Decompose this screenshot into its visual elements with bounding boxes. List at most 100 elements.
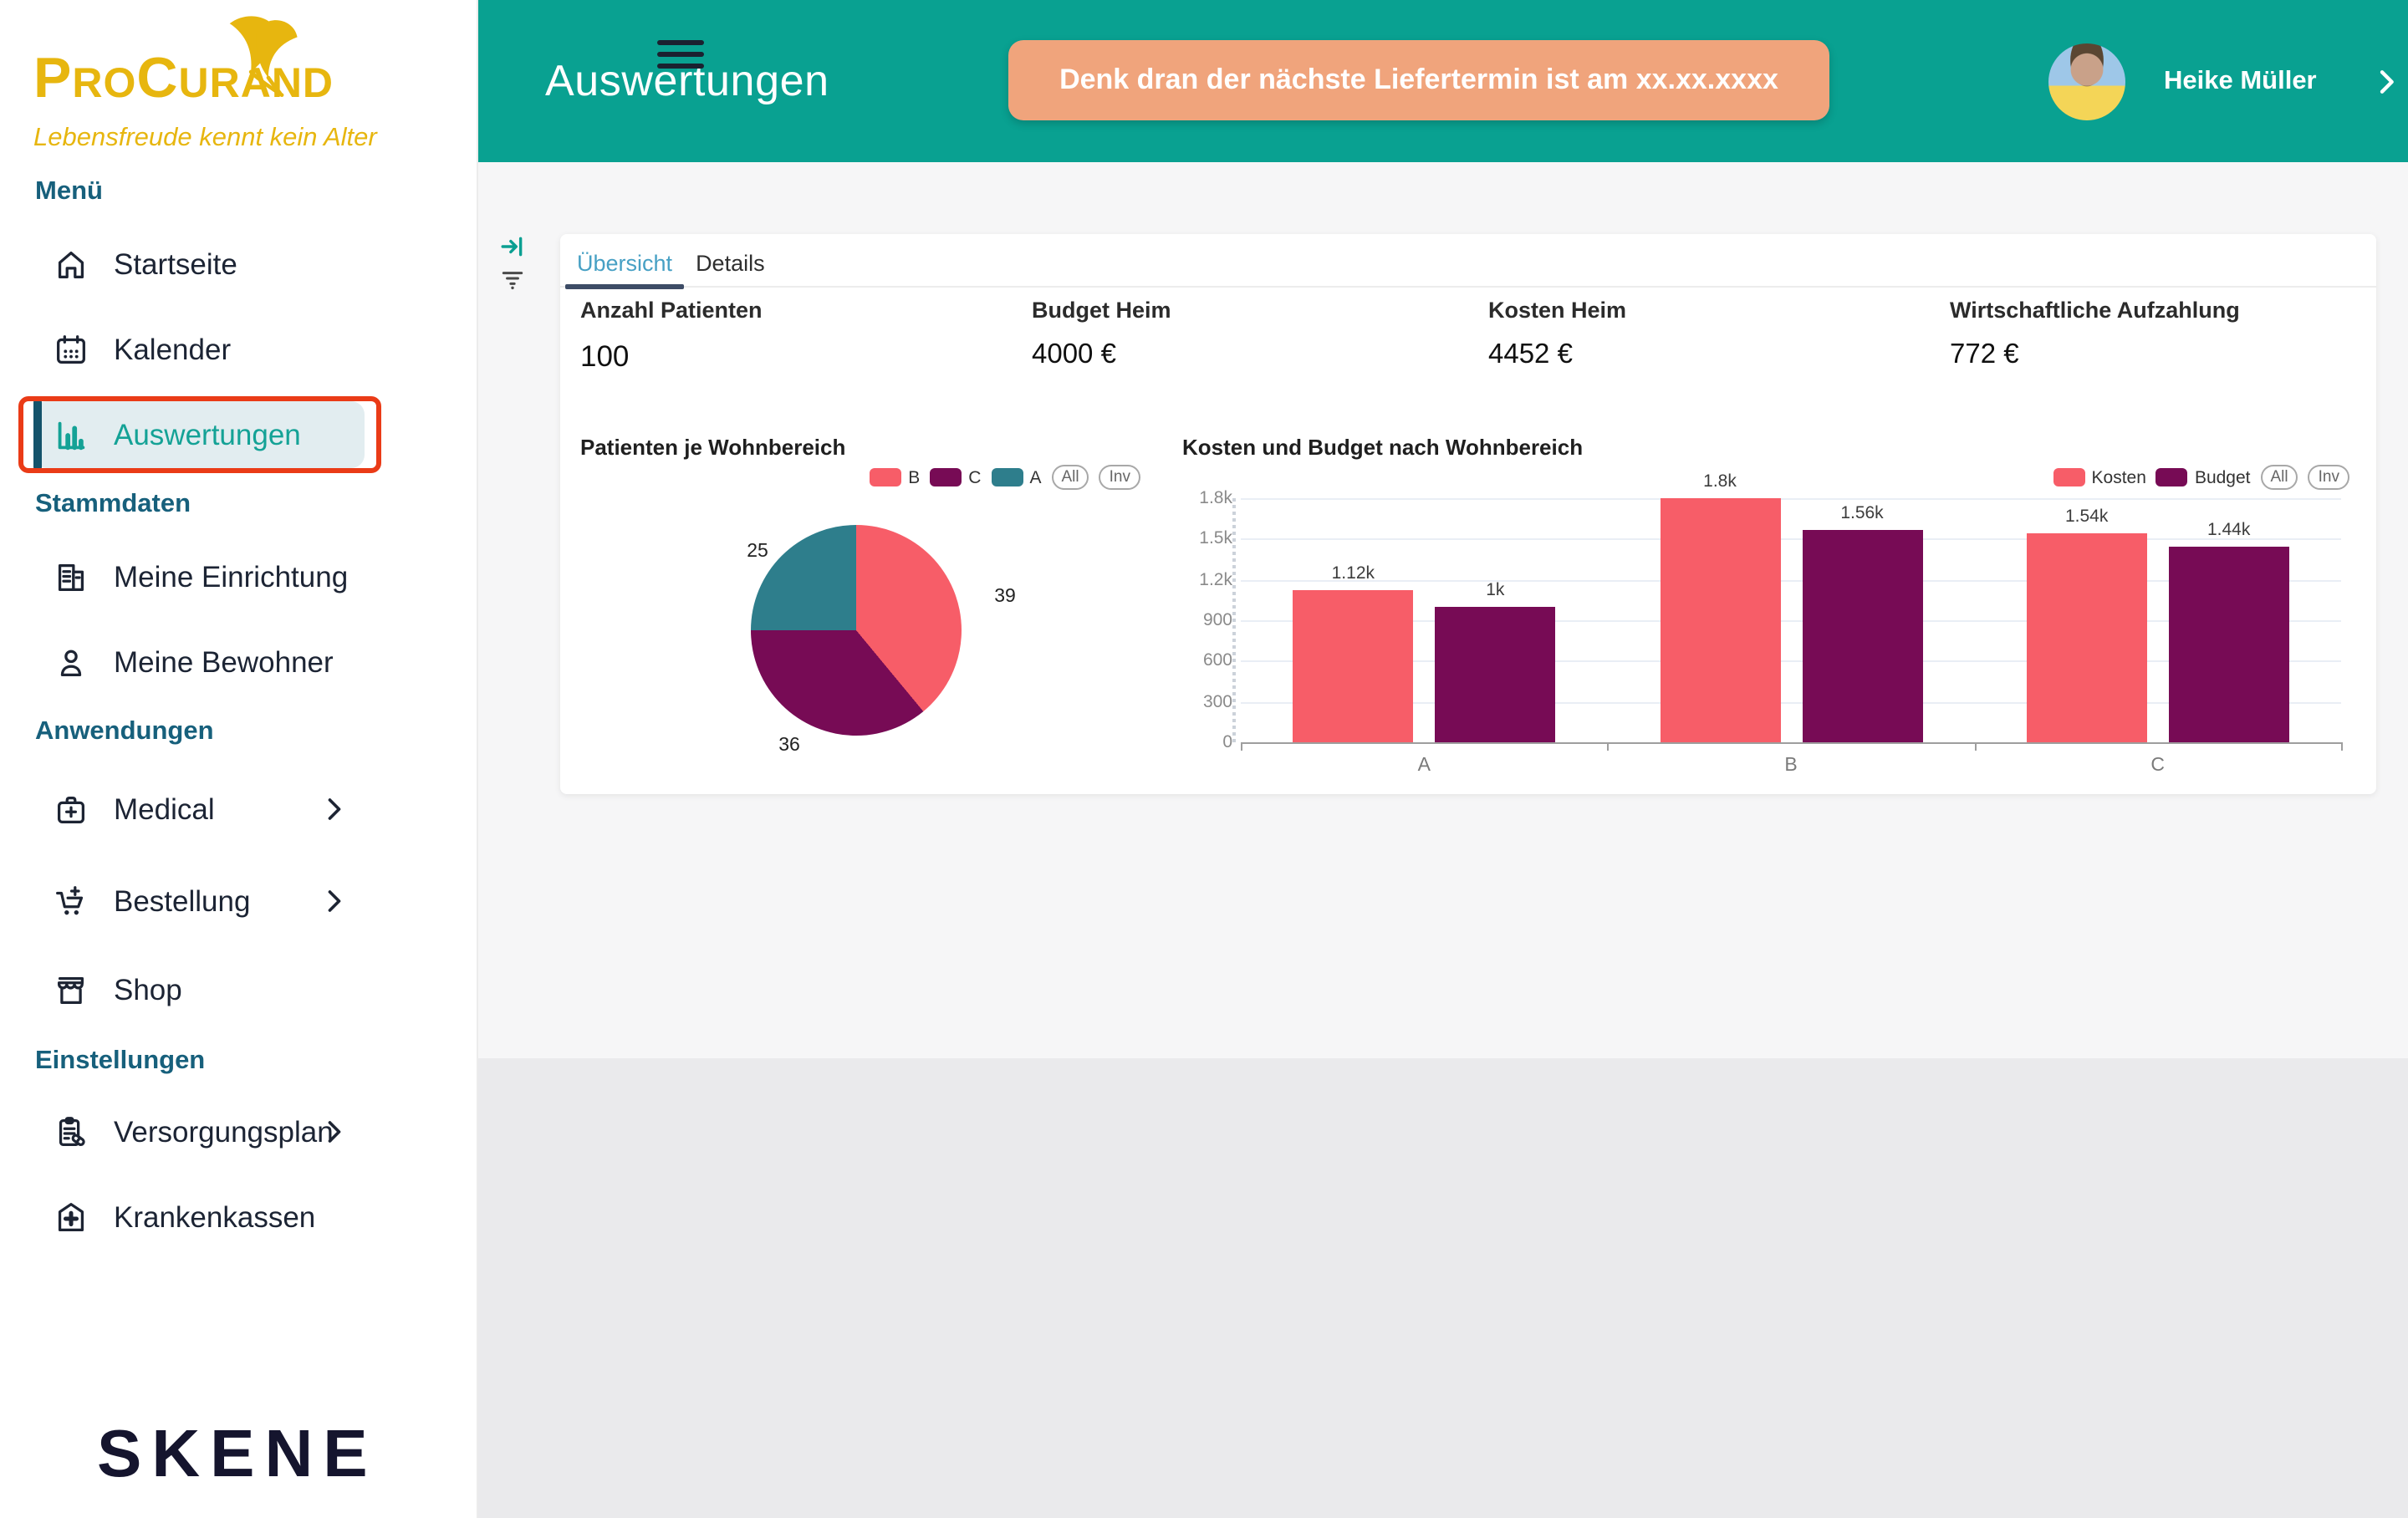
- ginkgo-logo-icon: [229, 16, 298, 97]
- collapse-panel-icon[interactable]: [500, 234, 525, 259]
- bar-value-label: 1.12k: [1331, 563, 1375, 584]
- section-heading-anwendungen: Anwendungen: [35, 717, 214, 746]
- avatar: [2048, 43, 2125, 120]
- legend-label: A: [1029, 467, 1042, 487]
- bar-budget-C: [2168, 547, 2289, 742]
- storefront-icon: [52, 970, 90, 1009]
- y-axis-tick-label: 1.8k: [1199, 488, 1232, 508]
- stat-kosten-heim: Kosten Heim 4452 €: [1488, 298, 1627, 369]
- legend-button-all[interactable]: All: [1051, 465, 1089, 490]
- gridline: [1241, 701, 2341, 704]
- auswertungen-card: Übersicht Details Anzahl Patienten 100 B…: [560, 234, 2376, 794]
- legend-item[interactable]: Budget: [2155, 467, 2251, 487]
- sidebar-item-meine-bewohner[interactable]: Meine Bewohner: [52, 625, 426, 699]
- chevron-right-icon: [2370, 64, 2404, 98]
- x-axis-category-label: C: [2150, 756, 2165, 776]
- sidebar-item-meine-einrichtung[interactable]: Meine Einrichtung: [52, 540, 426, 614]
- legend-item[interactable]: Kosten: [2053, 467, 2146, 487]
- bar-kosten-B: [1660, 498, 1780, 742]
- y-axis-tick-label: 900: [1202, 610, 1232, 630]
- stat-wirtschaftliche-aufzahlung: Wirtschaftliche Aufzahlung 772 €: [1950, 298, 2240, 369]
- x-axis-tick: [1241, 742, 1242, 751]
- legend-label: C: [968, 467, 982, 487]
- x-axis-category-label: A: [1417, 756, 1431, 776]
- legend-button-inv[interactable]: Inv: [2308, 465, 2349, 490]
- stat-budget-heim: Budget Heim 4000 €: [1032, 298, 1171, 369]
- clipboard-pill-icon: [52, 1113, 90, 1151]
- sidebar-item-bestellung[interactable]: Bestellung: [52, 864, 426, 938]
- x-axis-tick: [1607, 742, 1610, 751]
- section-heading-einstellungen: Einstellungen: [35, 1047, 206, 1075]
- sidebar-item-versorgungsplan[interactable]: Versorgungsplan: [52, 1095, 426, 1169]
- gridline: [1241, 498, 2341, 500]
- skene-logo: SKENE: [97, 1418, 378, 1491]
- legend-label: Kosten: [2091, 467, 2146, 487]
- chevron-right-icon: [316, 1113, 353, 1150]
- y-axis-tick-label: 1.2k: [1199, 569, 1232, 590]
- bar-value-label: 1.56k: [1840, 503, 1884, 524]
- hospital-icon: [52, 1198, 90, 1236]
- chevron-right-icon: [316, 883, 353, 919]
- x-axis-tick: [2341, 742, 2343, 751]
- bar-kosten-C: [2026, 533, 2147, 742]
- menu-icon[interactable]: [657, 40, 704, 69]
- bar-chart-plot: 1.12k 1k 1.8k 1.56k 1.54k 1.44k: [1232, 471, 2343, 751]
- y-axis-tick-label: 600: [1202, 650, 1232, 671]
- bar-value-label: 1.54k: [2064, 507, 2109, 527]
- pie-data-label: 36: [778, 736, 800, 756]
- building-icon: [52, 558, 90, 596]
- pie-chart: [751, 525, 962, 736]
- bar-budget-A: [1435, 606, 1556, 742]
- tab-bar: Übersicht Details: [560, 241, 2376, 289]
- section-heading-stammdaten: Stammdaten: [35, 490, 191, 518]
- tab-uebersicht[interactable]: Übersicht: [565, 241, 685, 289]
- legend-label: B: [908, 467, 921, 487]
- bar-budget-B: [1802, 530, 1922, 742]
- user-name: Heike Müller: [2164, 66, 2317, 94]
- legend-item[interactable]: A: [991, 467, 1042, 487]
- pie-legend: B C A All Inv: [870, 465, 1140, 490]
- sidebar-item-auswertungen[interactable]: Auswertungen: [52, 398, 426, 471]
- sidebar-item-krankenkassen[interactable]: Krankenkassen: [52, 1180, 426, 1254]
- y-axis-tick-label: 0: [1222, 732, 1232, 752]
- person-icon: [52, 643, 90, 681]
- annotation-highlight-box: [18, 396, 381, 473]
- gridline: [1241, 579, 2341, 582]
- legend-label: Budget: [2194, 467, 2251, 487]
- tab-details[interactable]: Details: [696, 251, 765, 276]
- legend-item[interactable]: C: [930, 467, 981, 487]
- legend-swatch: [991, 468, 1023, 486]
- sidebar-item-kalender[interactable]: Kalender: [52, 313, 426, 386]
- gridline: [1241, 538, 2341, 541]
- gridline: [1241, 620, 2341, 622]
- legend-item[interactable]: B: [870, 467, 920, 487]
- y-axis-tick-label: 1.5k: [1199, 528, 1232, 549]
- delivery-reminder-banner[interactable]: Denk dran der nächste Liefertermin ist a…: [1008, 40, 1829, 120]
- bar-chart-title: Kosten und Budget nach Wohnbereich: [1182, 435, 1584, 460]
- bar-value-label: 1k: [1486, 579, 1505, 600]
- stat-anzahl-patienten: Anzahl Patienten 100: [580, 298, 763, 373]
- user-menu[interactable]: Heike Müller: [2048, 33, 2404, 129]
- bar-value-label: 1.44k: [2206, 520, 2251, 541]
- pie-data-label: 25: [747, 542, 768, 562]
- medical-bag-icon: [52, 790, 90, 828]
- sidebar-item-medical[interactable]: Medical: [52, 772, 426, 846]
- brand-tagline: Lebensfreude kennt kein Alter: [33, 124, 377, 152]
- active-item-highlight: [33, 401, 365, 468]
- legend-button-inv[interactable]: Inv: [1099, 465, 1140, 490]
- sidebar-item-shop[interactable]: Shop: [52, 953, 426, 1026]
- sidebar-item-startseite[interactable]: Startseite: [52, 227, 426, 301]
- page-background: [477, 1058, 2408, 1518]
- bar-kosten-A: [1293, 590, 1414, 742]
- legend-swatch: [870, 468, 902, 486]
- legend-button-all[interactable]: All: [2260, 465, 2298, 490]
- filter-icon[interactable]: [500, 266, 525, 291]
- brand-logo: PROCURAND: [33, 47, 334, 110]
- home-icon: [52, 245, 90, 283]
- top-header: Auswertungen Denk dran der nächste Liefe…: [477, 0, 2408, 162]
- gridline: [1241, 660, 2341, 663]
- sidebar: PROCURAND Lebensfreude kennt kein Alter …: [0, 0, 704, 1518]
- legend-swatch: [2155, 468, 2188, 486]
- x-axis-tick: [1974, 742, 1977, 751]
